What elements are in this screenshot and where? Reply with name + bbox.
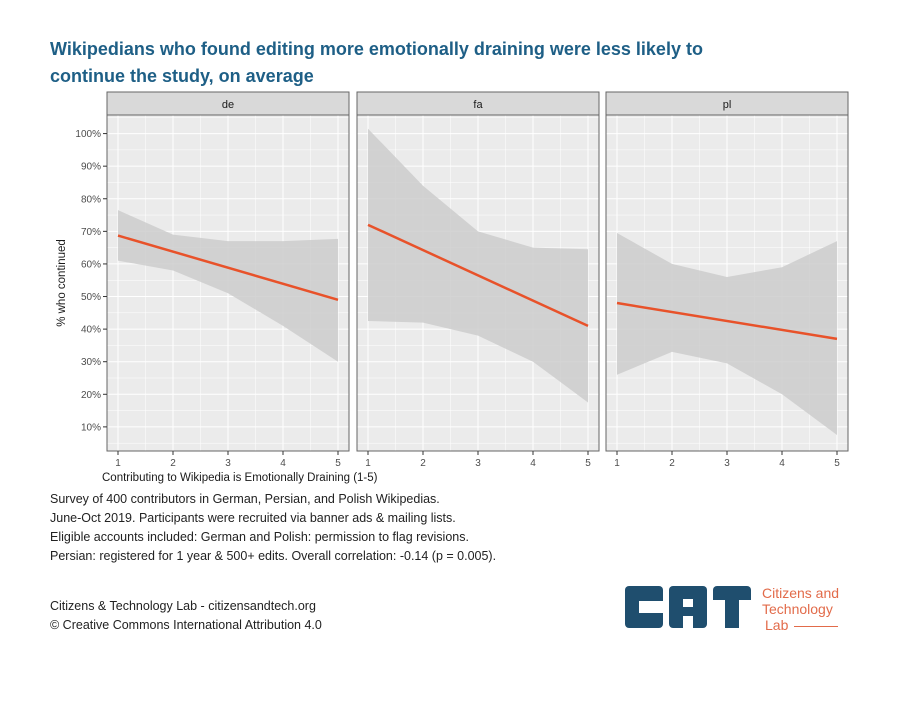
fit-line: [367, 223, 589, 327]
y-tick-label: 70%: [81, 227, 101, 238]
x-tick-label: 3: [724, 458, 730, 469]
fit-line: [117, 234, 339, 301]
x-tick-label: 1: [365, 458, 371, 469]
note-line: Survey of 400 contributors in German, Pe…: [50, 492, 440, 506]
facet-strip: [605, 91, 849, 116]
panel-pl: pl 1 2 3 4 5: [605, 91, 849, 469]
y-tick-label: 90%: [81, 162, 101, 173]
y-tick-label: 100%: [75, 129, 101, 140]
facet-label: fa: [473, 99, 483, 111]
y-tick-label: 50%: [81, 292, 101, 303]
y-tick-label: 40%: [81, 325, 101, 336]
panel-de: de 1 2 3 4 5: [106, 91, 350, 469]
credit-line: © Creative Commons International Attribu…: [50, 618, 322, 632]
x-axis-label: Contributing to Wikipedia is Emotionally…: [102, 472, 378, 484]
x-tick-label: 1: [115, 458, 121, 469]
x-tick-label: 2: [170, 458, 176, 469]
facet-strip: [106, 91, 350, 116]
facet-label: de: [222, 99, 234, 111]
panel-fa: fa 1 2 3 4 5: [356, 91, 600, 469]
confidence-ribbon: [118, 210, 338, 362]
y-tick-label: 10%: [81, 422, 101, 433]
y-tick-label: 80%: [81, 194, 101, 205]
x-tick-label: 2: [669, 458, 675, 469]
credits: Citizens & Technology Lab - citizensandt…: [50, 597, 322, 635]
cat-logo: [625, 586, 751, 628]
x-tick-label: 3: [475, 458, 481, 469]
y-tick-label: 30%: [81, 357, 101, 368]
logo-text: Citizens and Technology Lab: [762, 585, 840, 633]
x-tick-label: 4: [530, 458, 536, 469]
x-tick-label: 4: [280, 458, 286, 469]
chart-title: Wikipedians who found editing more emoti…: [50, 39, 703, 86]
y-tick-label: 20%: [81, 390, 101, 401]
facet-strip: [356, 91, 600, 116]
faceted-chart: de 1 2 3 4 5 fa 1 2 3 4 5 pl 1 2 3 4 5 10% 20% 30% 40% 50% 60% 7…: [56, 91, 849, 484]
confidence-ribbon: [368, 128, 588, 403]
fit-line: [616, 301, 838, 341]
confidence-ribbon: [617, 232, 837, 436]
x-tick-label: 5: [335, 458, 341, 469]
facet-label: pl: [723, 99, 732, 111]
x-tick-label: 3: [225, 458, 231, 469]
x-tick-label: 4: [779, 458, 785, 469]
credit-line: Citizens & Technology Lab - citizensandt…: [50, 599, 316, 613]
y-axis-label: % who continued: [56, 239, 68, 327]
x-tick-label: 5: [585, 458, 591, 469]
survey-notes: Survey of 400 contributors in German, Pe…: [50, 490, 496, 566]
note-line: Eligible accounts included: German and P…: [50, 530, 469, 544]
x-tick-label: 5: [834, 458, 840, 469]
note-line: Persian: registered for 1 year & 500+ ed…: [50, 549, 497, 563]
note-line: June-Oct 2019. Participants were recruit…: [50, 511, 456, 525]
y-tick-label: 60%: [81, 259, 101, 270]
x-tick-label: 1: [614, 458, 620, 469]
x-tick-label: 2: [420, 458, 426, 469]
